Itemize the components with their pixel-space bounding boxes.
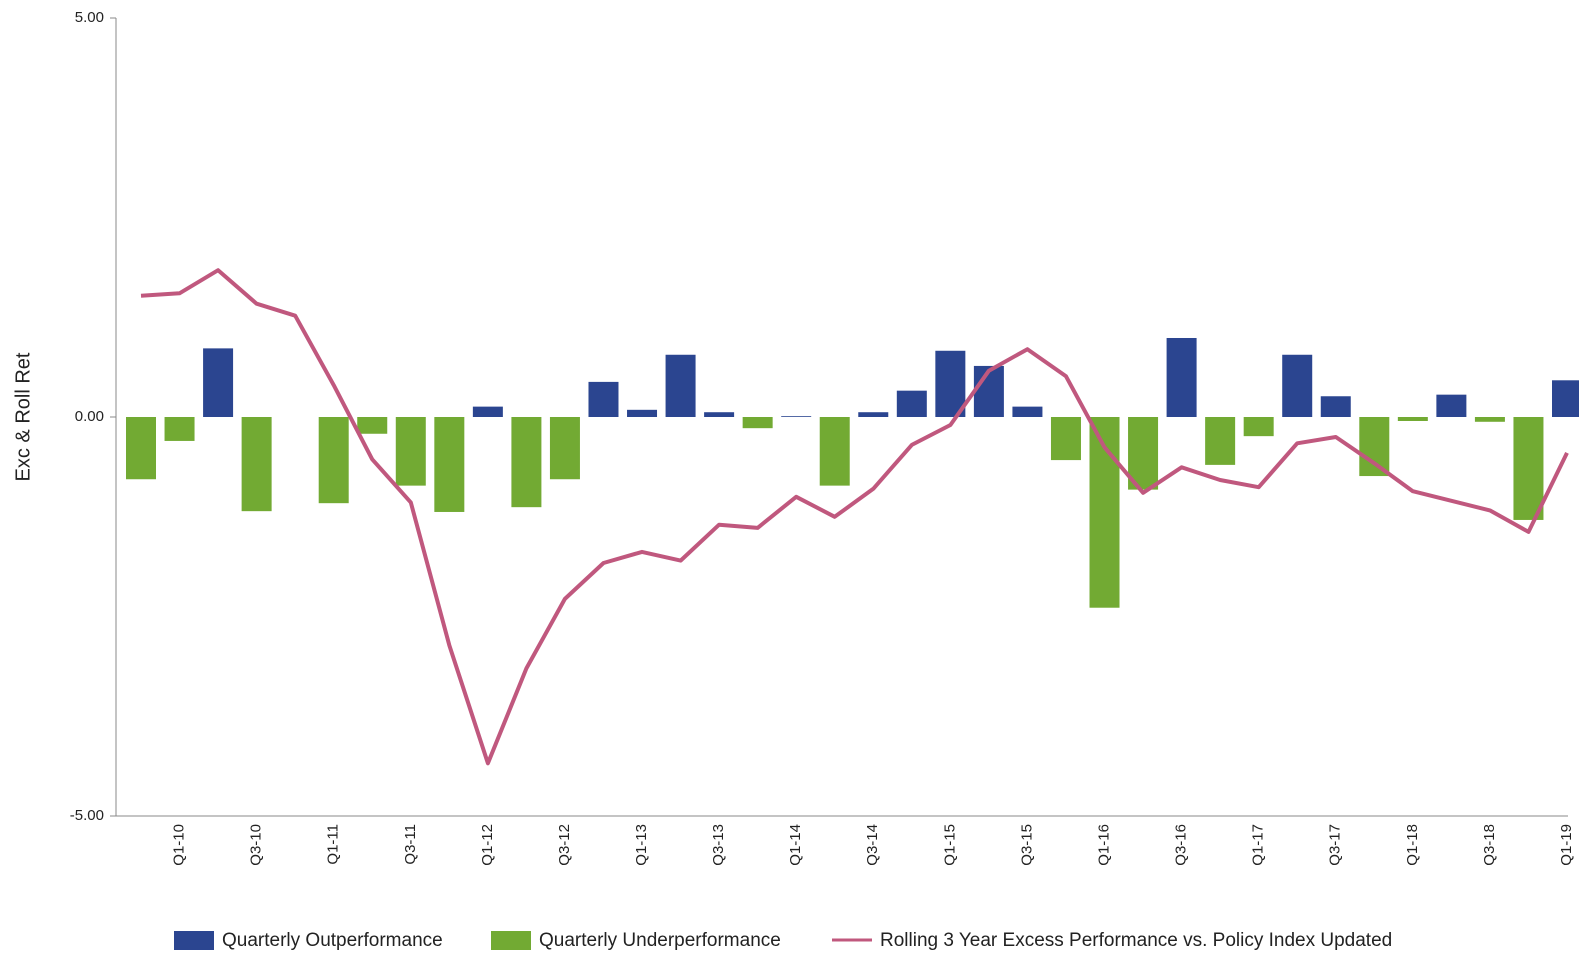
x-tick-label: Q1-11 [325,824,342,865]
legend-swatch [491,931,531,950]
x-tick-label: Q3-11 [402,824,419,865]
bar [704,412,735,417]
bar [1513,417,1544,520]
bar [973,365,1004,417]
bar [588,381,619,417]
bar [819,417,850,486]
bar [1050,417,1081,461]
legend-swatch [174,931,214,950]
bar [472,406,503,417]
y-tick-label: 5.00 [75,9,104,26]
legend-label: Quarterly Outperformance [222,930,443,951]
bar [742,417,773,429]
bar [164,417,195,441]
bar [935,350,966,417]
bar [549,417,580,480]
bar [1436,394,1467,417]
x-tick-label: Q3-10 [248,824,265,866]
bar [434,417,465,512]
x-tick-label: Q1-13 [633,824,650,866]
bar [1243,417,1274,437]
y-tick-label: -5.00 [70,807,104,824]
x-tick-label: Q3-17 [1327,824,1344,866]
legend-label: Quarterly Underperformance [539,930,781,951]
x-tick-label: Q1-17 [1250,824,1267,866]
x-tick-label: Q1-15 [941,824,958,866]
bar [511,417,542,508]
x-tick-label: Q3-18 [1481,824,1498,866]
bar [665,354,696,417]
bar [1474,417,1505,422]
bar [1128,417,1159,490]
y-tick-label: 0.00 [75,408,104,425]
bar [1359,417,1390,477]
x-tick-label: Q3-16 [1173,824,1190,866]
bar [203,348,234,417]
bar [627,409,658,417]
bar [318,417,349,504]
bar [1397,417,1428,421]
bar [1552,380,1579,417]
line [140,268,1569,766]
bar [395,417,426,486]
bar [1012,406,1043,417]
x-tick-label: Q1-19 [1558,824,1575,866]
bar [1320,396,1351,417]
x-tick-label: Q1-14 [787,824,804,866]
x-tick-label: Q1-18 [1404,824,1421,866]
bar [896,390,927,417]
bar [1166,337,1197,417]
x-tick-label: Q1-16 [1095,824,1112,866]
bar [357,417,388,434]
bar [1205,417,1236,465]
legend-label: Rolling 3 Year Excess Performance vs. Po… [880,930,1392,951]
x-tick-label: Q3-14 [864,824,881,866]
bar [858,412,889,417]
bar [126,417,156,480]
bar [781,416,812,417]
x-tick-label: Q1-10 [171,824,188,866]
bar [241,417,272,512]
x-tick-label: Q1-12 [479,824,496,866]
bar [1282,354,1313,417]
x-tick-label: Q3-12 [556,824,573,866]
y-axis-label: Exc & Roll Ret [12,352,34,481]
x-tick-label: Q3-13 [710,824,727,866]
x-tick-label: Q3-15 [1018,824,1035,866]
